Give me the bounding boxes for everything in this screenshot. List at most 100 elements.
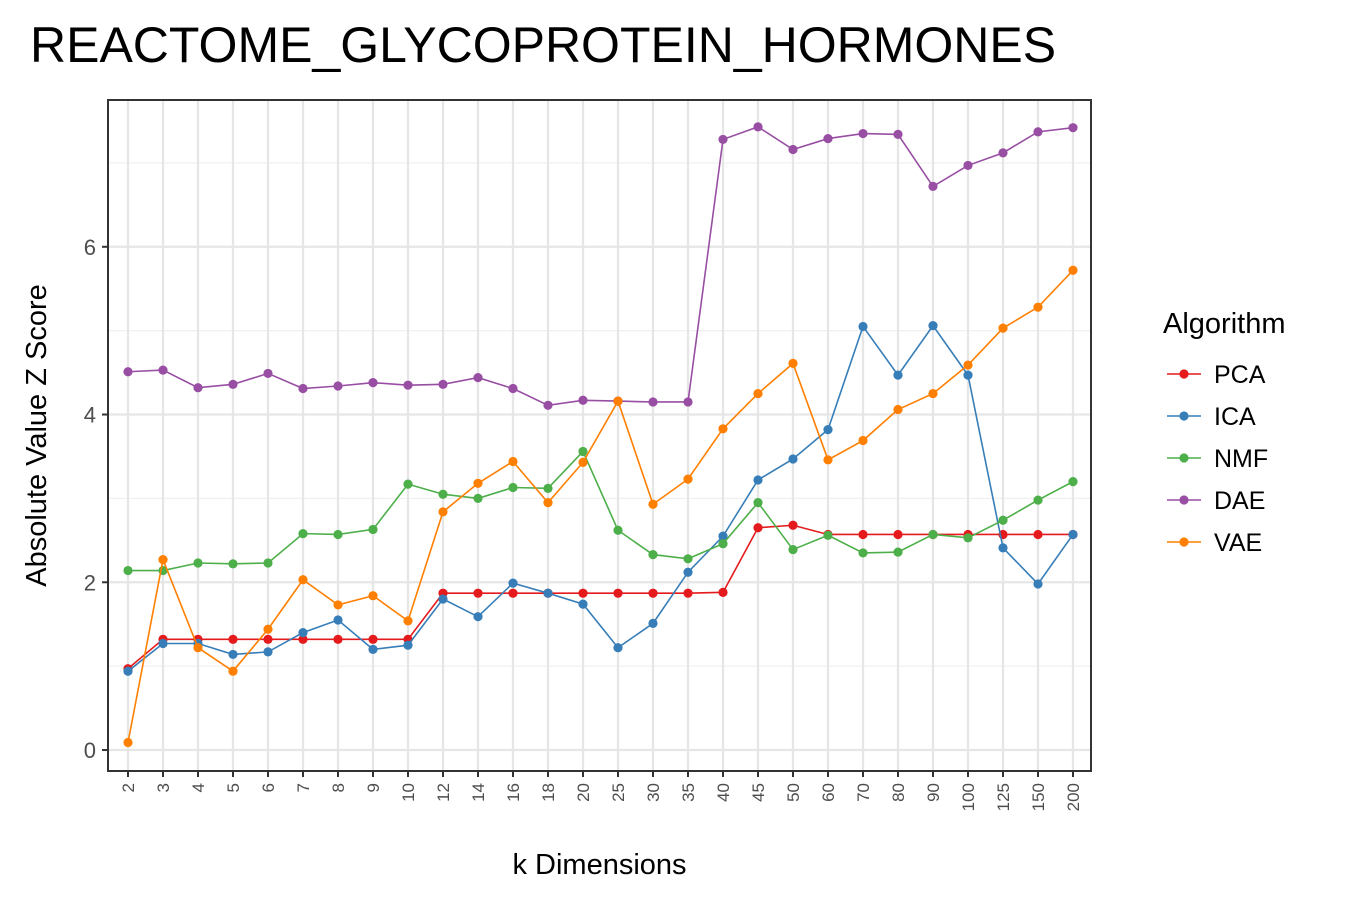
legend-title: Algorithm: [1163, 308, 1286, 340]
data-point-pca: [263, 634, 273, 644]
legend-label: NMF: [1214, 445, 1268, 473]
x-tick-label: 90: [924, 783, 943, 802]
series-line-nmf: [128, 450, 1074, 572]
data-point-nmf: [648, 550, 658, 560]
data-point-dae: [683, 397, 693, 407]
data-point-nmf: [998, 515, 1008, 525]
data-point-nmf: [473, 493, 483, 504]
data-point-dae: [963, 160, 973, 171]
data-point-dae: [823, 133, 833, 144]
data-point-vae: [438, 507, 448, 517]
data-point-ica: [473, 612, 483, 622]
data-point-dae: [158, 365, 168, 375]
data-point-ica: [543, 588, 553, 598]
legend-key-point: [1179, 453, 1189, 463]
x-tick-label: 200: [1064, 783, 1083, 811]
data-point-pca: [788, 520, 798, 530]
data-point-ica: [1033, 579, 1043, 589]
data-point-pca: [613, 588, 623, 598]
series-line-pca: [127, 524, 1073, 670]
data-point-ica: [613, 643, 623, 653]
data-point-vae: [473, 478, 483, 488]
data-point-nmf: [123, 565, 133, 576]
x-tick-label: 2: [119, 783, 138, 792]
series-layer: [123, 122, 1078, 748]
x-axis-label: k Dimensions: [512, 849, 686, 881]
x-tick-label: 50: [784, 783, 803, 802]
data-point-dae: [333, 381, 343, 391]
data-point-vae: [648, 499, 658, 509]
x-tick-label: 40: [714, 783, 733, 802]
y-tick-label: 4: [84, 403, 96, 428]
data-point-dae: [368, 378, 378, 388]
data-point-vae: [683, 474, 693, 484]
series-line-dae: [127, 125, 1074, 407]
y-tick-label: 2: [84, 570, 96, 595]
data-point-nmf: [403, 479, 413, 489]
data-point-vae: [298, 575, 308, 585]
series-line-vae: [127, 269, 1074, 743]
series-vae: [123, 265, 1078, 748]
x-tick-label: 14: [469, 783, 488, 802]
data-point-nmf: [193, 558, 203, 568]
data-point-dae: [123, 367, 133, 377]
data-point-ica: [998, 543, 1008, 553]
data-point-nmf: [893, 547, 903, 557]
data-point-nmf: [928, 529, 938, 540]
data-point-pca: [473, 588, 483, 598]
data-point-nmf: [1033, 495, 1043, 505]
y-axis-label: Absolute Value Z Score: [21, 284, 53, 587]
data-point-dae: [893, 129, 903, 139]
data-point-dae: [193, 383, 203, 393]
data-point-dae: [578, 395, 588, 405]
data-point-nmf: [718, 539, 728, 549]
data-point-vae: [193, 643, 203, 653]
series-line-ica: [127, 324, 1074, 672]
data-point-pca: [1033, 529, 1043, 540]
x-tick-label: 30: [644, 783, 663, 802]
data-point-nmf: [508, 482, 518, 493]
data-point-vae: [788, 358, 798, 368]
data-point-pca: [648, 588, 658, 598]
x-tick-label: 100: [959, 783, 978, 811]
data-point-ica: [718, 531, 728, 541]
legend-label: VAE: [1214, 529, 1262, 557]
legend-label: ICA: [1214, 403, 1256, 431]
legend-key-point: [1179, 495, 1189, 505]
data-point-ica: [858, 321, 868, 332]
data-point-dae: [508, 383, 518, 394]
legend: Algorithm PCA ICA NMF DAE VAE: [1163, 308, 1286, 557]
data-point-pca: [718, 587, 728, 597]
y-tick-label: 0: [84, 738, 96, 763]
data-point-nmf: [578, 446, 588, 457]
data-point-vae: [963, 360, 973, 370]
data-point-vae: [613, 396, 623, 406]
data-point-ica: [263, 647, 273, 657]
data-point-vae: [368, 591, 378, 601]
data-point-pca: [858, 529, 868, 540]
data-point-vae: [263, 624, 273, 634]
data-point-dae: [718, 134, 728, 145]
data-point-ica: [753, 475, 763, 485]
series-nmf: [123, 446, 1078, 576]
legend-key-point: [1179, 537, 1189, 547]
x-tick-label: 5: [224, 783, 243, 792]
legend-key-point: [1179, 369, 1189, 379]
data-point-ica: [368, 644, 378, 654]
x-tick-label: 80: [889, 783, 908, 802]
plot-panel-border: [107, 99, 1092, 772]
data-point-pca: [508, 588, 518, 598]
data-point-vae: [893, 404, 903, 415]
data-point-pca: [228, 634, 238, 644]
x-tick-label: 6: [259, 783, 278, 792]
y-tick-label: 6: [84, 235, 96, 260]
data-point-dae: [753, 122, 763, 132]
data-point-nmf: [263, 558, 273, 568]
legend-item-vae: VAE: [1167, 529, 1262, 557]
data-point-ica: [158, 638, 168, 649]
data-point-pca: [683, 588, 693, 598]
data-point-dae: [788, 144, 798, 155]
x-tick-label: 125: [994, 783, 1013, 811]
legend-item-pca: PCA: [1167, 361, 1266, 389]
